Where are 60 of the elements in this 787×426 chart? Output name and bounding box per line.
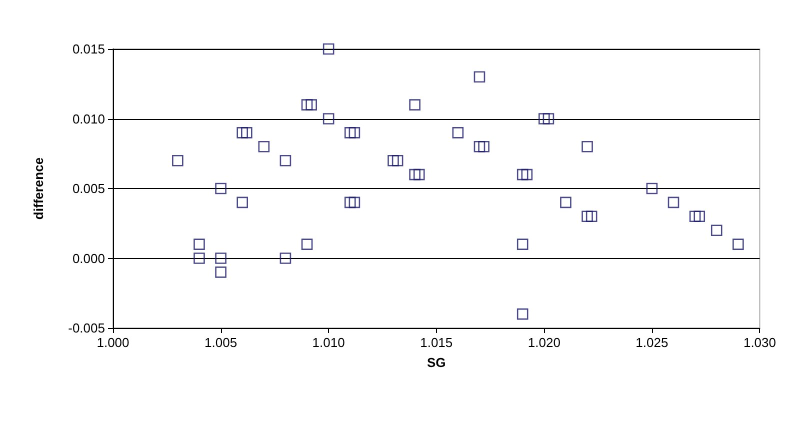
point	[646, 182, 658, 194]
point	[344, 127, 356, 138]
point	[280, 252, 292, 264]
point	[215, 266, 226, 278]
point	[560, 196, 572, 208]
y-tick-label: 0.010	[72, 111, 105, 126]
point	[301, 99, 313, 110]
y-tick-label: 0.000	[72, 250, 105, 266]
point	[306, 99, 317, 110]
point	[478, 141, 490, 152]
point	[689, 210, 701, 222]
point	[538, 113, 550, 124]
point	[409, 99, 420, 110]
point	[392, 154, 404, 166]
y-tick-label: 0.015	[72, 42, 105, 56]
x-axis-title: SG	[426, 355, 446, 370]
point	[241, 127, 252, 138]
x-tick-label: 1.020	[528, 335, 560, 350]
point	[586, 210, 598, 222]
point	[516, 168, 528, 180]
point	[474, 71, 486, 83]
x-tick-label: 1.015	[420, 335, 453, 350]
x-tick-label: 1.025	[636, 335, 668, 350]
point	[348, 127, 360, 138]
point	[542, 113, 554, 124]
x-tick-label: 1.005	[204, 335, 238, 350]
point	[322, 113, 334, 124]
point	[582, 141, 593, 152]
point	[452, 127, 464, 138]
point	[521, 168, 533, 180]
x-tick-label: 1.010	[312, 335, 345, 350]
point	[732, 238, 744, 250]
point	[474, 141, 486, 152]
point	[409, 168, 420, 180]
y-tick-label: -0.005	[68, 320, 105, 336]
point	[322, 43, 334, 55]
point	[301, 238, 313, 250]
point	[694, 210, 706, 222]
x-tick-label: 1.030	[743, 335, 776, 350]
point	[516, 238, 528, 250]
point	[172, 154, 184, 166]
point	[194, 252, 205, 264]
point	[194, 238, 205, 250]
point	[516, 308, 528, 320]
point	[388, 154, 399, 166]
point	[344, 196, 356, 208]
point	[236, 196, 248, 208]
point	[413, 168, 425, 180]
point	[236, 127, 248, 138]
y-axis-title: difference	[31, 157, 46, 220]
y-tick-label: 0.005	[72, 181, 105, 196]
point	[280, 154, 292, 166]
point	[710, 224, 722, 236]
point	[348, 196, 360, 208]
point	[668, 196, 680, 208]
x-tick-label: 1.000	[96, 335, 130, 350]
point	[215, 182, 226, 194]
point	[258, 141, 270, 152]
point	[582, 210, 593, 222]
point	[215, 252, 226, 264]
